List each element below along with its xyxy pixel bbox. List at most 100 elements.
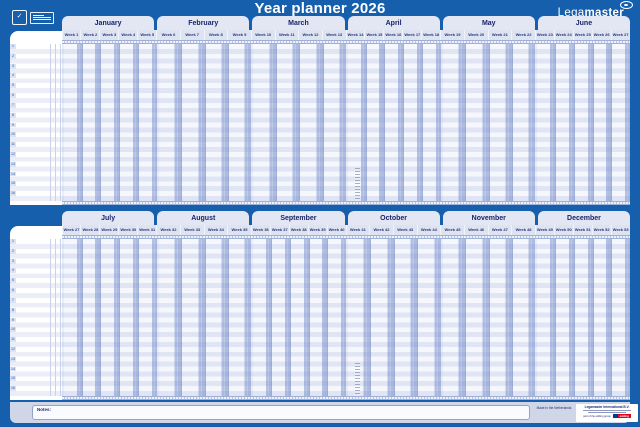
week-column [204, 44, 228, 201]
week-group-december: Week 49 Week 50 Week 51 Week 52 Week 53 [535, 225, 630, 235]
week-label: Week 16 [384, 30, 403, 40]
week-column [227, 44, 252, 201]
week-label: Week 18 [422, 30, 441, 40]
row-number: 12 [10, 346, 16, 352]
month-tab-may: May [442, 16, 535, 30]
names-column: 1 2 3 4 5 6 7 8 9 10 11 12 13 14 15 16 [10, 226, 62, 400]
month-grid-march [251, 44, 347, 201]
week-column [442, 44, 466, 201]
row-number: 9 [10, 122, 16, 128]
week-group-may: Week 19 Week 20 Week 21 Week 22 [441, 30, 536, 40]
row-stripes: 1 2 3 4 5 6 7 8 9 10 11 12 13 14 15 16 [10, 44, 62, 201]
week-label: Week 45 [441, 225, 464, 235]
row-number: 2 [10, 248, 16, 254]
week-column [511, 239, 536, 396]
week-group-november: Week 45 Week 46 Week 47 Week 48 [441, 225, 536, 235]
week-label: Week 17 [403, 30, 422, 40]
second-half-year-panel: July August September October November Decemb… [10, 211, 631, 400]
row-number: 3 [10, 258, 16, 264]
company-name: Legamaster International B.V. [584, 405, 630, 409]
week-column [64, 44, 82, 201]
week-label: Week 24 [554, 30, 573, 40]
edding-oval-icon [620, 1, 633, 9]
week-column [322, 44, 347, 201]
week-label: Week 8 [204, 30, 228, 40]
row-number: 4 [10, 268, 16, 274]
week-label: Week 2 [81, 30, 100, 40]
row-number: 8 [10, 307, 16, 313]
month-tabs-row: January February March April May June [62, 16, 631, 30]
week-column [271, 239, 290, 396]
row-number: 14 [10, 171, 16, 177]
row-number: 11 [10, 337, 16, 343]
fsc-text-block [30, 11, 54, 24]
week-column [308, 239, 328, 396]
week-label: Week 25 [573, 30, 592, 40]
date-strip-bottom [62, 201, 630, 205]
week-label: Week 33 [180, 225, 204, 235]
week-column [289, 239, 309, 396]
row-number: 1 [10, 239, 16, 244]
fold-mark [355, 363, 360, 396]
week-label: Week 10 [251, 30, 275, 40]
week-column [573, 239, 593, 396]
date-strip-top [62, 40, 630, 44]
month-tab-november: November [442, 211, 535, 225]
week-label: Week 46 [464, 225, 488, 235]
week-column [275, 44, 300, 201]
week-column [299, 44, 323, 201]
week-label: Week 52 [592, 225, 611, 235]
week-label: Week 39 [308, 225, 327, 235]
edding-group-label: part of the edding group [583, 414, 611, 418]
week-column [488, 44, 512, 201]
month-grid-february [156, 44, 252, 201]
week-labels-row: Week 27 Week 28 Week 29 Week 30 Week 31 Week … [62, 225, 630, 235]
week-label: Week 38 [289, 225, 308, 235]
week-column [511, 44, 536, 201]
week-column [573, 44, 593, 201]
week-column [64, 239, 82, 396]
week-label: Week 50 [554, 225, 573, 235]
month-tab-march: March [252, 16, 345, 30]
row-number: 2 [10, 53, 16, 59]
month-grid-june [535, 44, 631, 201]
row-number: 14 [10, 366, 16, 372]
names-column: 1 2 3 4 5 6 7 8 9 10 11 12 13 14 15 16 [10, 31, 62, 205]
week-column [181, 44, 205, 201]
week-labels-row: Week 1 Week 2 Week 3 Week 4 Week 5 Week 6 Week… [62, 30, 630, 40]
week-column [611, 44, 631, 201]
week-column [537, 239, 556, 396]
week-group-october: Week 41 Week 42 Week 43 Week 44 [346, 225, 441, 235]
row-number: 4 [10, 73, 16, 79]
week-label: Week 30 [119, 225, 138, 235]
edding-logo: edding [612, 414, 631, 418]
week-group-august: Week 32 Week 33 Week 34 Week 35 [157, 225, 252, 235]
week-column [81, 44, 101, 201]
week-label: Week 20 [464, 30, 488, 40]
row-number: 3 [10, 63, 16, 69]
week-column [537, 44, 556, 201]
week-label: Week 27 [611, 30, 630, 40]
week-group-february: Week 6 Week 7 Week 8 Week 9 [157, 30, 252, 40]
month-grid-july [62, 239, 157, 396]
row-number: 10 [10, 327, 16, 333]
week-column [119, 44, 138, 201]
month-tab-july: July [62, 211, 155, 225]
week-label: Week 12 [299, 30, 322, 40]
row-number: 6 [10, 93, 16, 98]
week-column [611, 239, 631, 396]
month-tabs-row: July August September October November Decemb… [62, 211, 631, 225]
month-grid-october [346, 239, 441, 396]
planner-grid [62, 239, 631, 396]
row-number: 9 [10, 317, 16, 323]
row-number: 5 [10, 83, 16, 89]
week-label: Week 26 [592, 30, 611, 40]
date-strip-top [62, 235, 630, 239]
week-label: Week 3 [100, 30, 119, 40]
edding-wordmark: edding [617, 414, 631, 418]
week-label: Week 35 [228, 225, 251, 235]
week-label: Week 49 [535, 225, 554, 235]
week-group-june: Week 23 Week 24 Week 25 Week 26 Week 27 [535, 30, 630, 40]
month-grid-september [251, 239, 347, 396]
fold-mark [355, 168, 360, 201]
